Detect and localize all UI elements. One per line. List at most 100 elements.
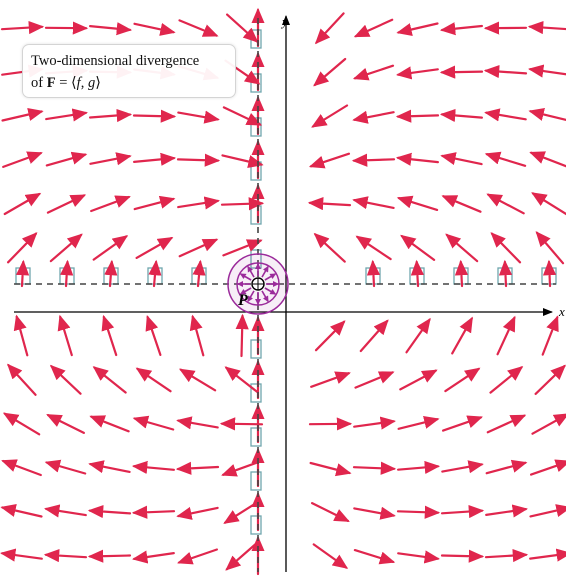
outward-ray xyxy=(261,265,269,278)
field-arrow xyxy=(220,197,265,211)
field-arrow xyxy=(529,548,566,562)
field-arrow xyxy=(440,549,485,563)
field-arrow xyxy=(405,317,431,354)
field-arrow xyxy=(131,505,176,519)
field-arrow xyxy=(311,104,349,128)
field-arrow xyxy=(440,152,483,166)
field-arrow xyxy=(0,548,43,562)
field-arrow xyxy=(92,366,127,394)
field-arrow xyxy=(177,196,220,210)
outward-ray xyxy=(264,273,277,281)
field-arrow xyxy=(0,504,43,518)
field-arrow xyxy=(309,461,352,477)
field-arrow xyxy=(101,314,118,357)
field-arrow xyxy=(351,153,396,167)
field-arrow xyxy=(224,366,259,394)
point-p-label: P xyxy=(237,292,248,309)
field-arrow xyxy=(2,412,41,436)
field-arrow xyxy=(307,197,352,211)
field-arrow xyxy=(399,369,438,391)
field-arrow xyxy=(528,107,566,122)
field-arrow xyxy=(89,415,130,433)
field-arrow xyxy=(353,416,396,430)
field-arrow xyxy=(444,367,481,393)
field-arrow xyxy=(441,460,484,474)
field-arrow xyxy=(176,153,221,167)
outward-ray xyxy=(261,290,269,303)
field-arrow xyxy=(3,192,42,216)
field-arrow xyxy=(133,22,176,36)
field-arrow xyxy=(486,193,525,215)
field-arrow xyxy=(221,460,262,477)
field-arrow xyxy=(498,259,513,288)
field-arrow xyxy=(179,368,217,392)
field-arrow xyxy=(311,502,350,523)
diagram-caption: Two-dimensional divergence of F = ⟨f, g⟩ xyxy=(22,44,236,98)
field-arrow xyxy=(13,314,29,357)
field-arrow xyxy=(484,108,527,122)
field-arrow xyxy=(44,504,87,518)
field-arrow xyxy=(314,12,345,45)
field-arrow xyxy=(135,237,174,259)
field-arrow xyxy=(178,238,219,258)
field-arrow xyxy=(529,459,566,476)
field-arrow xyxy=(223,500,260,524)
field-arrow xyxy=(132,415,175,431)
field-arrow xyxy=(529,504,566,518)
caption-of: of xyxy=(31,75,47,91)
field-arrow xyxy=(44,459,87,475)
field-arrow xyxy=(145,315,162,356)
field-arrow xyxy=(529,151,566,168)
flux-box xyxy=(250,205,262,225)
field-arrow xyxy=(353,506,396,520)
outward-flux-rays xyxy=(237,263,279,305)
field-arrow xyxy=(352,461,397,475)
field-arrow xyxy=(531,413,566,435)
field-arrow xyxy=(57,314,73,357)
field-arrow xyxy=(222,106,263,126)
field-arrow xyxy=(221,154,264,168)
field-arrow xyxy=(484,151,527,167)
field-arrow xyxy=(7,232,38,264)
field-arrow xyxy=(176,506,219,520)
field-arrow xyxy=(352,64,395,81)
field-arrow xyxy=(442,415,483,432)
field-arrow xyxy=(531,192,566,216)
point-p-circle xyxy=(227,253,289,315)
outward-ray xyxy=(264,287,277,295)
field-arrow xyxy=(177,110,220,124)
field-arrow xyxy=(135,367,172,393)
field-arrow xyxy=(43,549,88,563)
field-arrow xyxy=(439,65,484,79)
field-arrow xyxy=(177,548,218,565)
field-arrow xyxy=(483,64,528,79)
caption-component-f: f xyxy=(76,75,81,91)
field-arrow xyxy=(359,319,389,353)
field-arrow xyxy=(496,315,516,356)
caption-line-1: Two-dimensional divergence xyxy=(31,53,200,69)
field-arrow xyxy=(441,195,482,213)
field-arrow xyxy=(314,320,346,352)
field-arrow xyxy=(353,548,396,565)
field-arrow xyxy=(355,235,392,261)
field-arrow xyxy=(226,13,259,43)
flux-box xyxy=(250,471,262,491)
field-arrow xyxy=(451,316,473,355)
flux-box xyxy=(250,515,262,535)
field-arrow xyxy=(445,233,479,263)
field-arrow xyxy=(485,504,528,518)
flux-box xyxy=(250,383,262,403)
field-arrow xyxy=(397,550,440,564)
field-arrow xyxy=(353,18,394,38)
field-arrow xyxy=(235,313,249,358)
field-arrow xyxy=(46,414,86,434)
field-arrow xyxy=(395,109,440,123)
field-arrow xyxy=(90,195,131,213)
field-arrow xyxy=(225,541,259,571)
field-arrow xyxy=(87,504,132,519)
point-p-crosshair xyxy=(252,278,264,290)
field-arrow xyxy=(132,109,177,123)
field-arrow xyxy=(534,364,566,395)
field-arrow xyxy=(1,459,42,477)
field-arrow xyxy=(189,314,205,357)
